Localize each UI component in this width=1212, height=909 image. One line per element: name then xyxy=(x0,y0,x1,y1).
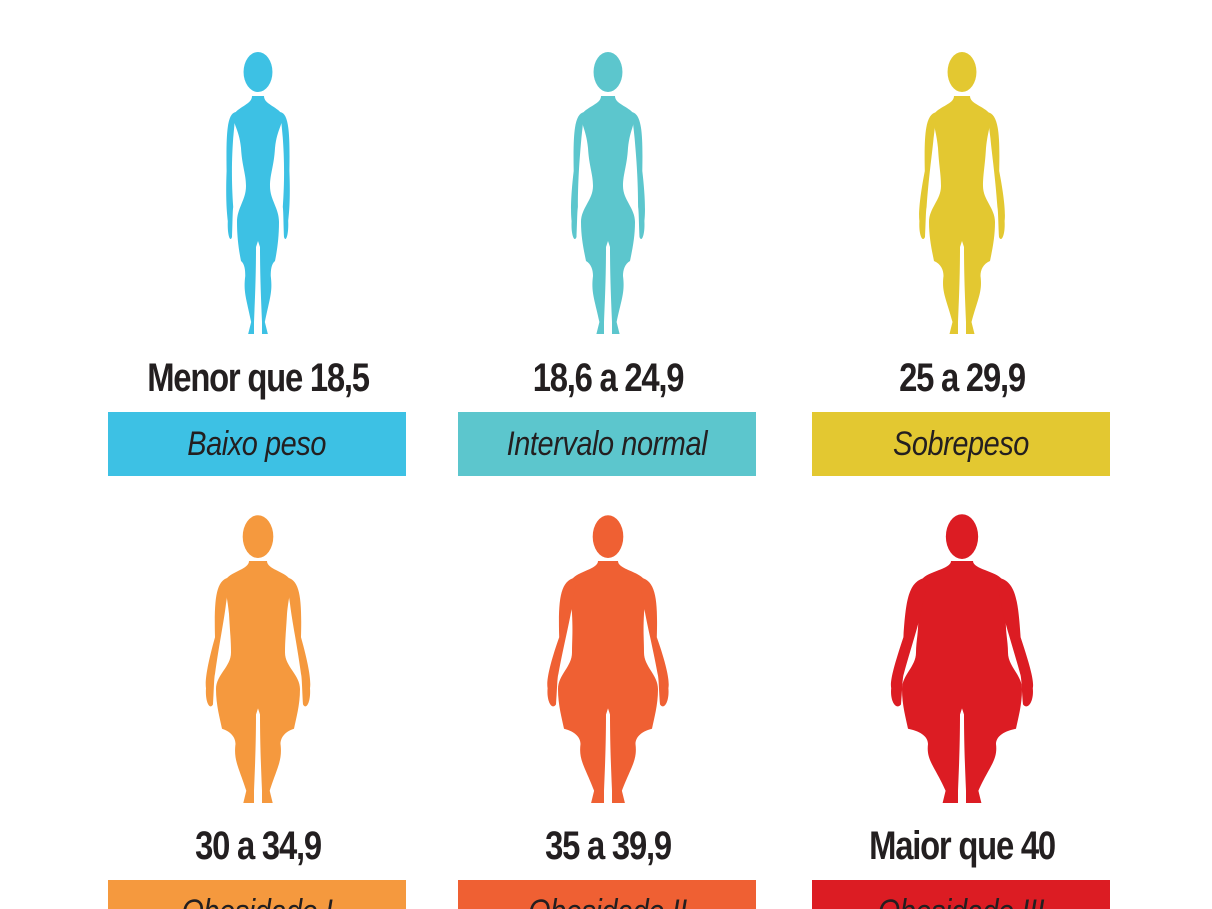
obese-1-woman-silhouette-icon xyxy=(108,500,408,805)
normal-woman-silhouette-icon xyxy=(458,36,758,336)
obese-3-woman-silhouette-icon xyxy=(812,500,1112,805)
bmi-range-text: 35 a 39,9 xyxy=(545,824,672,868)
silhouette-head xyxy=(947,52,977,92)
silhouette-body xyxy=(902,561,1022,803)
silhouette-arm xyxy=(286,577,311,707)
silhouette-arm xyxy=(226,112,236,240)
silhouette-arm xyxy=(987,112,1005,240)
silhouette-head xyxy=(593,52,623,92)
silhouette-arm xyxy=(571,112,585,240)
overweight-woman-silhouette-icon xyxy=(812,36,1112,336)
silhouette-arm xyxy=(890,577,929,707)
silhouette-head xyxy=(242,515,274,558)
silhouette-arm xyxy=(205,577,230,707)
silhouette-arm xyxy=(280,112,290,240)
category-label: Obesidade III xyxy=(812,880,1110,909)
silhouette-body xyxy=(216,561,300,803)
category-label: Sobrepeso xyxy=(812,412,1110,476)
bmi-range-text: 25 a 29,9 xyxy=(899,356,1026,400)
category-label: Obesidade I xyxy=(108,880,406,909)
silhouette-arm xyxy=(995,577,1034,707)
silhouette-body xyxy=(558,561,658,803)
obese-2-woman-silhouette-icon xyxy=(458,500,758,805)
category-label: Intervalo normal xyxy=(458,412,756,476)
thin-woman-silhouette-icon xyxy=(108,36,408,336)
silhouette-body xyxy=(233,96,283,334)
silhouette-arm xyxy=(547,577,578,707)
silhouette-body xyxy=(581,96,635,334)
silhouette-arm xyxy=(638,577,669,707)
silhouette-arm xyxy=(919,112,937,240)
silhouette-head xyxy=(945,514,979,559)
bmi-range-text: 18,6 a 24,9 xyxy=(532,356,685,400)
silhouette-head xyxy=(243,52,273,92)
category-label: Baixo peso xyxy=(108,412,406,476)
silhouette-arm xyxy=(631,112,645,240)
bmi-range-text: Maior que 40 xyxy=(869,824,1056,868)
silhouette-body xyxy=(929,96,995,334)
bmi-range-text: Menor que 18,5 xyxy=(147,356,370,400)
silhouette-head xyxy=(592,515,624,558)
bmi-range-text: 30 a 34,9 xyxy=(195,824,322,868)
category-label: Obesidade II xyxy=(458,880,756,909)
